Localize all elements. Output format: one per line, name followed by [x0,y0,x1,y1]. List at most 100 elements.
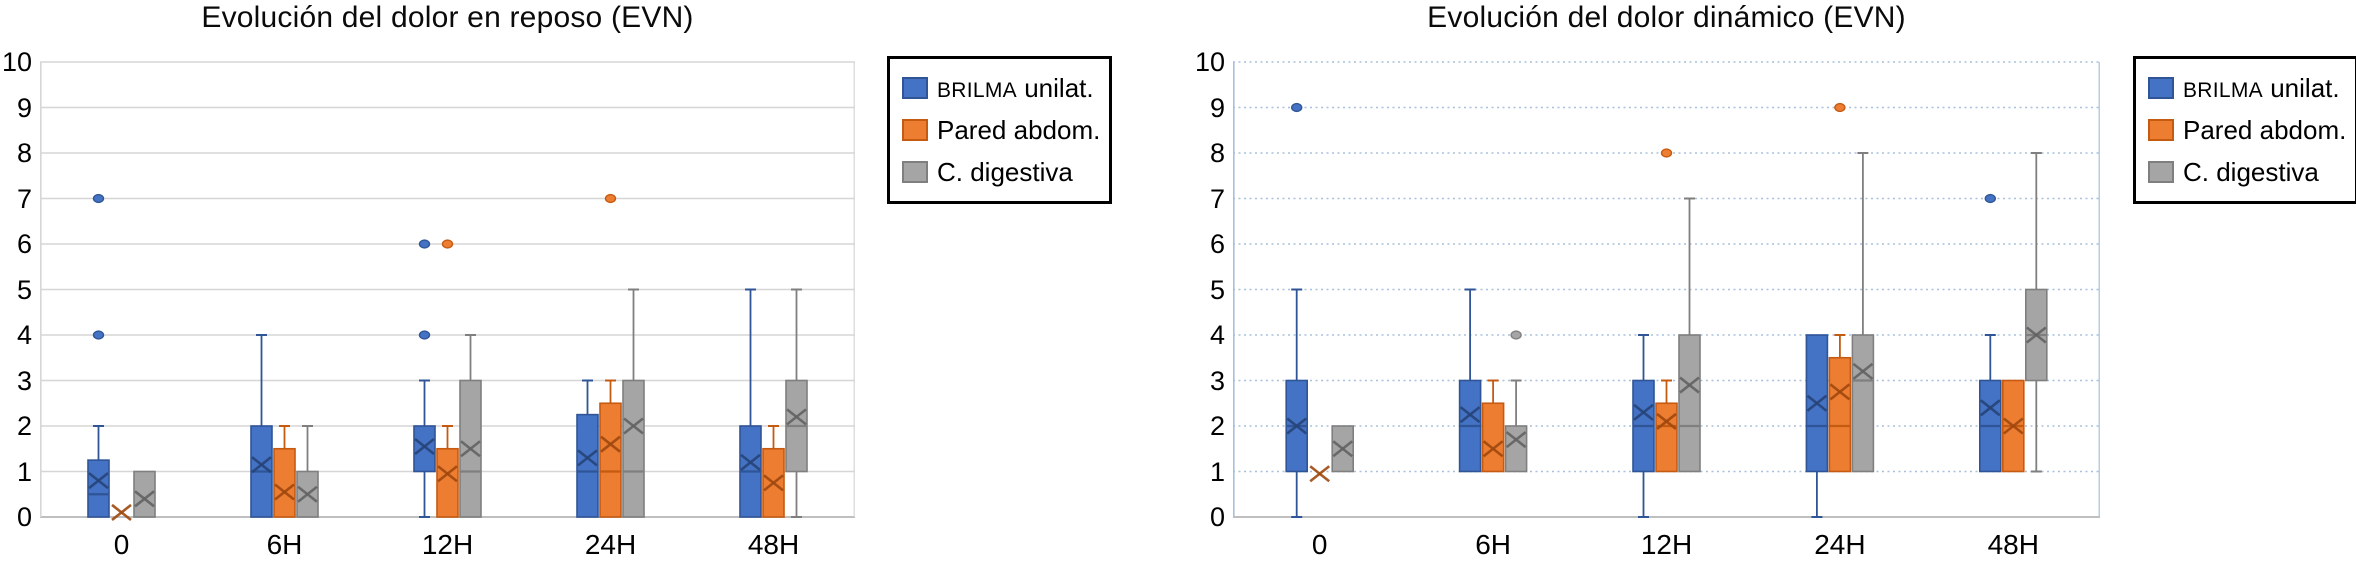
legend-item: BRILMA unilat. [2148,67,2345,109]
y-tick-label: 10 [1194,47,1225,77]
box [273,447,296,518]
boxplot-48h-s0 [739,288,762,518]
mean-x-marker [251,456,272,474]
y-tick-label: 4 [16,320,32,350]
boxplot-12h-s2 [459,334,482,518]
x-tick-label: 6H [266,529,303,560]
outlier-dot [441,239,454,249]
legend-swatch [2148,161,2174,183]
y-tick-label: 4 [1209,320,1225,350]
mean-x-marker [414,437,435,455]
boxplot-0-s0 [1285,102,1309,518]
legend-item: C. digestiva [2148,151,2345,193]
box [87,459,110,518]
box [1851,334,1875,473]
mean-x-marker [1679,376,1700,394]
legend-swatch [2148,119,2174,141]
legend-label: C. digestiva [2183,156,2319,187]
box [576,413,599,518]
mean-x-marker [437,465,458,483]
boxplot-0-s2 [1331,425,1354,473]
box [622,379,645,518]
plot-area-dolor-dinamico [1233,61,2100,518]
boxplot-6h-s1 [1481,379,1505,473]
mean-x-marker [1505,431,1527,449]
mean-x-marker [2002,417,2024,435]
box [436,447,459,518]
y-tick-label: 9 [16,92,32,123]
mean-x-marker [297,485,318,503]
box [133,470,156,518]
boxplot-6h-s2 [1504,330,1528,473]
boxplot-0-s1 [111,503,132,521]
box [1828,356,1852,473]
outlier-dot [1291,102,1303,113]
mean-x-marker [1829,383,1851,401]
outlier-dot [92,193,105,204]
boxplot-6h-s0 [250,334,273,518]
y-tick-label: 7 [1209,183,1225,214]
y-tick-label: 2 [16,411,32,441]
legend-item: Pared abdom. [902,109,1101,151]
boxplot-0-s0 [87,193,110,518]
legend: BRILMA unilat. Pared abdom. C. digestiva [887,56,1112,204]
y-tick-label: 3 [16,365,32,396]
boxplot-6h-s1 [273,425,296,518]
mean-x-marker [1979,399,2001,417]
legend-swatch [902,119,928,141]
mean-x-marker [786,408,807,426]
boxplot-12h-s0 [1632,334,1655,518]
x-tick-label: 48H [1987,529,2039,560]
mean-x-marker [1852,362,1874,380]
y-tick-label: 1 [16,456,32,487]
mean-x-marker [111,503,132,521]
mean-x-marker [763,474,784,492]
boxplot-24h-s0 [576,379,599,518]
boxplot-0-s1 [1309,465,1331,483]
mean-x-marker [1656,412,1677,430]
x-tick-label: 24H [584,529,637,560]
chart-title-dolor-dinamico: Evolución del dolor dinámico (EVN) [1427,1,1906,34]
plot-area-dolor-reposo [40,61,855,521]
x-tick-label: 12H [1640,529,1693,560]
mean-x-marker [2025,326,2047,344]
legend-swatch [902,77,928,99]
mean-x-marker [1286,417,1308,435]
mean-x-marker [460,440,481,458]
outlier-dot [604,193,617,204]
legend-item: C. digestiva [902,151,1099,193]
legend-label: BRILMA unilat. [2183,72,2340,103]
boxplot-48h-s2 [785,288,808,518]
box [1655,402,1678,473]
legend-item: BRILMA unilat. [902,67,1099,109]
legend-label: Pared abdom. [2183,114,2347,145]
chart-panel-dolor-reposo: Evolución del dolor en reposo (EVN) 10 9 8… [0,0,1165,563]
mean-x-marker [1482,440,1504,458]
x-tick-label: 24H [1814,529,1866,560]
outlier-dot [1660,148,1673,158]
x-tick-label: 12H [421,529,474,560]
y-tick-label: 1 [1209,456,1225,487]
boxplot-24h-s1 [1828,102,1852,473]
boxplot-24h-s0 [1805,334,1829,518]
legend-label-acronym: BRILMA [937,78,1017,102]
y-tick-label: 5 [1209,274,1225,305]
legend-label: Pared abdom. [937,114,1101,145]
mean-x-marker [1332,440,1354,458]
mean-x-marker [1806,394,1828,412]
outlier-dot [418,330,431,340]
mean-x-marker [740,453,761,471]
boxplot-48h-s1 [762,425,785,518]
boxplot-12h-s1 [436,239,459,518]
boxplot-24h-s2 [622,288,645,518]
legend-label: C. digestiva [937,156,1073,187]
x-tick-label: 0 [1311,529,1328,560]
chart-title-dolor-reposo: Evolución del dolor en reposo (EVN) [201,1,694,34]
boxplot-0-s2 [133,470,156,518]
boxplot-12h-s2 [1678,197,1701,473]
legend-swatch [2148,77,2174,99]
boxplot-24h-s1 [599,193,622,518]
boxplot-24h-s2 [1851,152,1875,473]
mean-x-marker [1459,406,1481,424]
